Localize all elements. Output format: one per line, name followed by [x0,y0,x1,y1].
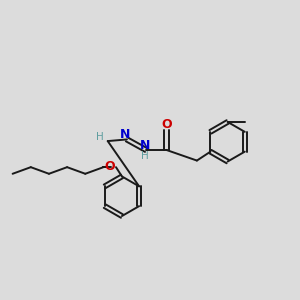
Text: N: N [140,139,150,152]
Text: O: O [105,160,116,173]
Text: H: H [96,132,103,142]
Text: H: H [141,151,148,161]
Text: O: O [161,118,172,131]
Text: N: N [120,128,131,141]
